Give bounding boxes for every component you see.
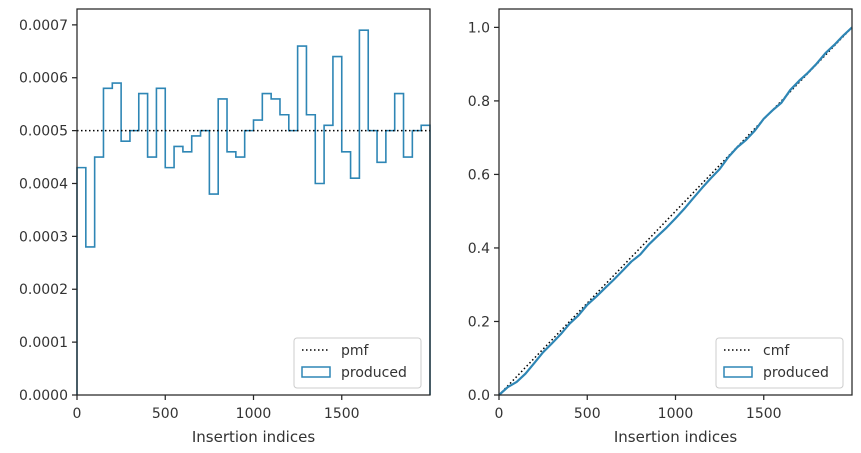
left-axes-frame (76, 8, 431, 396)
right-legend-cmf-label: cmf (763, 343, 790, 359)
right-axes-frame (498, 8, 853, 396)
right-plot-content (498, 26, 853, 396)
left-legend-produced-label: produced (341, 365, 407, 381)
left-y-tick-label: 0.0001 (19, 335, 68, 351)
left-x-tick-label: 1500 (324, 406, 360, 422)
left-legend-pmf-label: pmf (341, 343, 370, 359)
right-axis-ticks: 0 500 1000 1500 0.0 0.2 0.4 0.6 0.8 1.0 (468, 20, 782, 422)
left-plot-content (76, 29, 431, 395)
left-chart-panel: 0 500 1000 1500 0.0000 0.0001 0.0002 0.0003 0.00… (19, 8, 431, 446)
right-x-tick-label: 1000 (658, 406, 694, 422)
right-x-tick-label: 500 (574, 406, 601, 422)
right-legend-produced-label: produced (763, 365, 829, 381)
left-y-tick-label: 0.0006 (19, 71, 68, 87)
left-x-tick-label: 0 (73, 406, 82, 422)
left-y-tick-label: 0.0002 (19, 282, 68, 298)
left-x-axis-label: Insertion indices (192, 428, 315, 446)
right-y-tick-label: 0.4 (468, 241, 490, 257)
left-y-tick-label: 0.0003 (19, 229, 68, 245)
left-y-tick-label: 0.0007 (19, 18, 68, 34)
right-legend-produced-swatch (723, 366, 753, 378)
right-x-tick-label: 0 (495, 406, 504, 422)
right-y-tick-label: 0.8 (468, 94, 490, 110)
right-y-tick-label: 0.0 (468, 388, 490, 404)
right-x-tick-label: 1500 (746, 406, 782, 422)
produced-cumulative-line (498, 26, 853, 396)
right-y-tick-label: 0.6 (468, 167, 490, 183)
left-legend: pmf produced (293, 337, 422, 389)
right-y-tick-label: 1.0 (468, 20, 490, 36)
left-x-tick-label: 500 (152, 406, 179, 422)
right-legend: cmf produced (715, 337, 844, 389)
right-legend-frame (715, 337, 844, 389)
left-legend-produced-swatch (301, 366, 331, 378)
left-y-tick-label: 0.0005 (19, 124, 68, 140)
left-x-tick-label: 1000 (236, 406, 272, 422)
left-axis-ticks: 0 500 1000 1500 0.0000 0.0001 0.0002 0.0003 0.00… (19, 18, 360, 422)
left-y-tick-label: 0.0004 (19, 176, 68, 192)
right-x-axis-label: Insertion indices (614, 428, 737, 446)
right-chart-panel: 0 500 1000 1500 0.0 0.2 0.4 0.6 0.8 1.0 Insertion… (468, 8, 853, 446)
left-y-tick-label: 0.0000 (19, 388, 68, 404)
right-y-tick-label: 0.2 (468, 314, 490, 330)
left-legend-frame (293, 337, 422, 389)
cmf-reference-line (498, 26, 853, 396)
